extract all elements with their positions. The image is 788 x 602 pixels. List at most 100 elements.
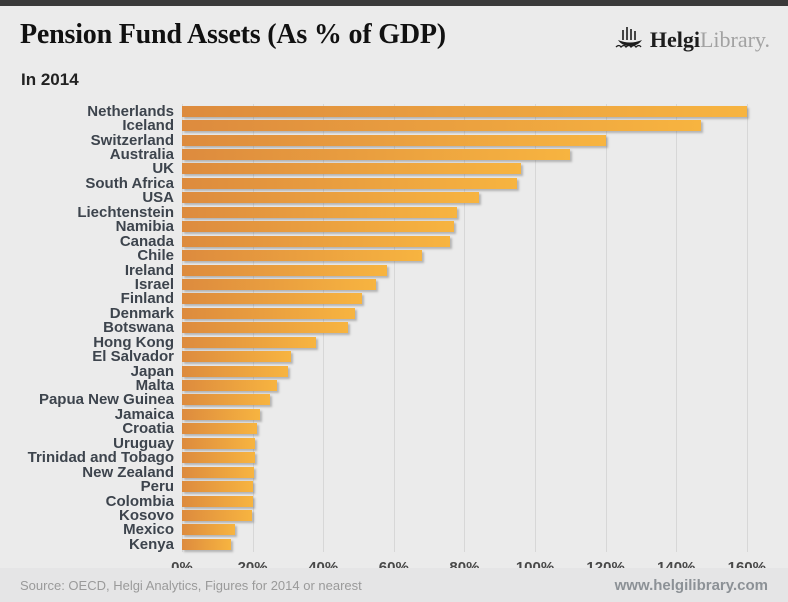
bar-row <box>182 306 768 320</box>
country-label: Iceland <box>122 117 174 135</box>
bar-row <box>182 393 768 407</box>
bar-row <box>182 508 768 522</box>
bar-row <box>182 494 768 508</box>
chart-subtitle: In 2014 <box>21 70 79 89</box>
bar-switzerland <box>182 134 606 146</box>
bar-row <box>182 263 768 277</box>
country-label: UK <box>152 160 174 178</box>
bar-chile <box>182 250 423 262</box>
country-label: Peru <box>140 478 174 496</box>
country-label: USA <box>142 189 174 207</box>
country-label: Jamaica <box>114 405 174 423</box>
bar-colombia <box>182 495 253 507</box>
bar-kosovo <box>182 509 253 521</box>
country-label: Australia <box>109 146 174 164</box>
country-label: Netherlands <box>87 102 174 120</box>
bar-row <box>182 436 768 450</box>
bar-row <box>182 248 768 262</box>
country-label: Trinidad and Tobago <box>27 449 174 467</box>
footer-bar: Source: OECD, Helgi Analytics, Figures f… <box>0 568 788 602</box>
bar-namibia <box>182 221 454 233</box>
top-strip <box>0 0 788 6</box>
gridline-100% <box>535 104 536 552</box>
country-label: Papua New Guinea <box>38 391 174 409</box>
bar-row <box>182 277 768 291</box>
gridline-120% <box>605 104 607 552</box>
bar-row <box>182 422 768 436</box>
bar-australia <box>182 149 571 161</box>
bar-uruguay <box>182 437 256 449</box>
gridline-60% <box>393 104 395 552</box>
viking-ship-icon <box>615 24 645 55</box>
bar-kenya <box>182 538 232 550</box>
page-title: Pension Fund Assets (As % of GDP) <box>20 19 446 50</box>
country-label: Uruguay <box>113 434 174 452</box>
bar-peru <box>182 481 253 493</box>
bar-papua-new-guinea <box>182 394 271 406</box>
bar-jamaica <box>182 408 260 420</box>
bar-row <box>182 162 768 176</box>
logo-word-helgi: Helgi <box>649 26 700 52</box>
country-label: Kenya <box>128 535 174 553</box>
helgi-library-logo: HelgiLibrary. <box>615 24 770 55</box>
website-link[interactable]: www.helgilibrary.com <box>614 576 768 594</box>
logo-wordmark: HelgiLibrary. <box>649 26 770 52</box>
bar-row <box>182 523 768 537</box>
chart-header: Pension Fund Assets (As % of GDP) HelgiL… <box>0 6 788 66</box>
country-label: Namibia <box>115 218 174 236</box>
country-label: Botswana <box>103 319 174 337</box>
country-label: South Africa <box>85 174 174 192</box>
bar-ireland <box>182 264 387 276</box>
gridline-160% <box>746 104 748 552</box>
bar-malta <box>182 380 278 392</box>
category-labels-column: Netherlands Iceland Switzerland Australia UK… <box>20 104 182 552</box>
bar-croatia <box>182 423 258 435</box>
bar-row <box>182 234 768 248</box>
bar-denmark <box>182 307 355 319</box>
bar-liechtenstein <box>182 206 458 218</box>
bar-netherlands <box>182 105 747 117</box>
bar-row <box>182 321 768 335</box>
bar-el-salvador <box>182 351 292 363</box>
country-label: Mexico <box>123 521 174 539</box>
bar-trinidad-and-tobago <box>182 452 255 464</box>
country-label: Liechtenstein <box>77 203 174 221</box>
bar-botswana <box>182 322 348 334</box>
bar-canada <box>182 235 451 247</box>
country-label: Colombia <box>105 492 174 510</box>
bar-row <box>182 378 768 392</box>
bar-south-africa <box>182 177 518 189</box>
bar-row <box>182 147 768 161</box>
country-label: El Salvador <box>92 348 174 366</box>
bar-row <box>182 191 768 205</box>
country-label: Israel <box>134 275 174 293</box>
bar-iceland <box>182 120 701 132</box>
bar-row <box>182 292 768 306</box>
bar-row <box>182 205 768 219</box>
bar-usa <box>182 192 479 204</box>
source-note: Source: OECD, Helgi Analytics, Figures f… <box>20 577 362 593</box>
plot-area <box>182 104 768 552</box>
country-label: Chile <box>137 247 174 265</box>
country-label: Kosovo <box>118 506 174 524</box>
country-label: Japan <box>130 362 174 380</box>
gridline-80% <box>464 104 466 552</box>
country-label: Ireland <box>124 261 174 279</box>
bar-row <box>182 451 768 465</box>
country-label: Malta <box>135 377 174 395</box>
logo-word-library: Library. <box>699 26 770 52</box>
bar-row <box>182 537 768 551</box>
bar-row <box>182 364 768 378</box>
bar-finland <box>182 293 363 305</box>
bar-chart: Netherlands Iceland Switzerland Australia UK… <box>20 104 768 578</box>
country-label: Denmark <box>109 304 174 322</box>
bar-row <box>182 133 768 147</box>
bar-new-zealand <box>182 466 254 478</box>
bar-row <box>182 479 768 493</box>
bar-uk <box>182 163 521 175</box>
bar-row <box>182 349 768 363</box>
bar-row <box>182 407 768 421</box>
bar-row <box>182 104 768 118</box>
bar-hong-kong <box>182 336 317 348</box>
country-label: Switzerland <box>90 131 174 149</box>
